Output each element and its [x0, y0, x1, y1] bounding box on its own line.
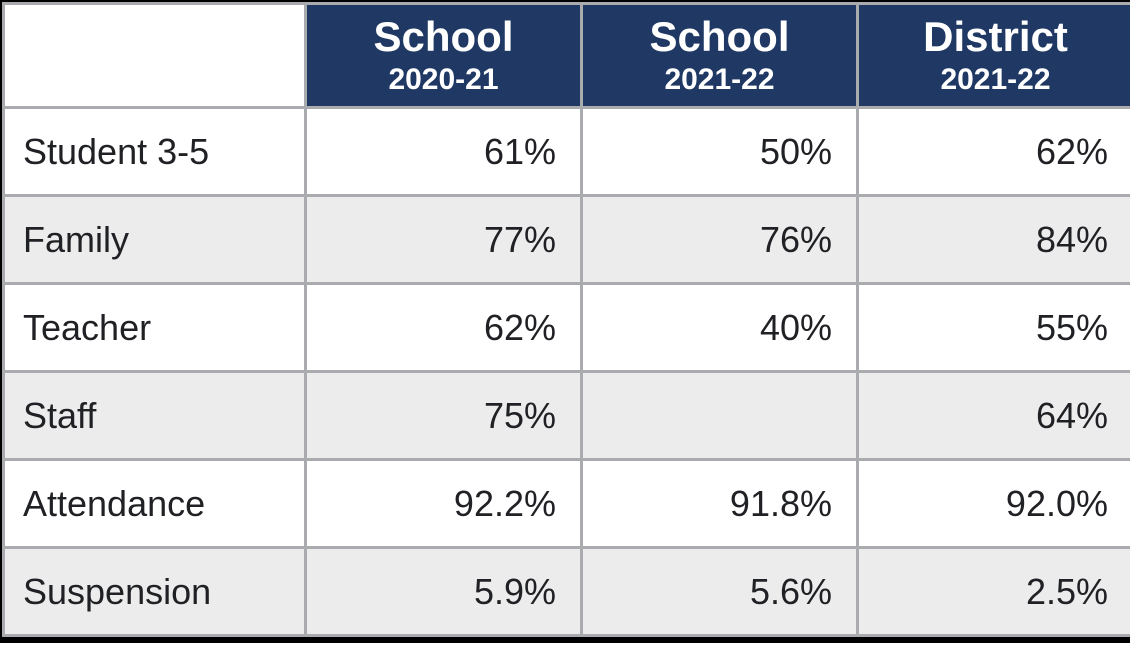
data-table: School 2020-21 School 2021-22 District 2…: [2, 2, 1130, 637]
header-col-3-sub: 2021-22: [859, 63, 1130, 97]
row-value: 61%: [306, 108, 582, 196]
row-value: 2.5%: [858, 548, 1130, 636]
row-value: 62%: [306, 284, 582, 372]
row-value: 64%: [858, 372, 1130, 460]
header-col-3: District 2021-22: [858, 4, 1130, 108]
row-value: [582, 372, 858, 460]
row-value: 92.2%: [306, 460, 582, 548]
header-blank-cell: [4, 4, 306, 108]
header-col-2-top: School: [583, 14, 856, 60]
table-header-row: School 2020-21 School 2021-22 District 2…: [4, 4, 1130, 108]
header-col-1: School 2020-21: [306, 4, 582, 108]
table-row: Suspension 5.9% 5.6% 2.5%: [4, 548, 1130, 636]
row-value: 77%: [306, 196, 582, 284]
row-label: Student 3-5: [4, 108, 306, 196]
row-value: 84%: [858, 196, 1130, 284]
row-value: 40%: [582, 284, 858, 372]
table-row: Student 3-5 61% 50% 62%: [4, 108, 1130, 196]
row-label: Suspension: [4, 548, 306, 636]
row-label: Teacher: [4, 284, 306, 372]
header-col-2: School 2021-22: [582, 4, 858, 108]
row-value: 76%: [582, 196, 858, 284]
row-value: 92.0%: [858, 460, 1130, 548]
header-col-1-sub: 2020-21: [307, 63, 580, 97]
table-row: Teacher 62% 40% 55%: [4, 284, 1130, 372]
header-col-2-sub: 2021-22: [583, 63, 856, 97]
table-row: Attendance 92.2% 91.8% 92.0%: [4, 460, 1130, 548]
row-label: Staff: [4, 372, 306, 460]
row-value: 62%: [858, 108, 1130, 196]
table-row: Family 77% 76% 84%: [4, 196, 1130, 284]
data-table-container: School 2020-21 School 2021-22 District 2…: [0, 0, 1130, 643]
row-value: 50%: [582, 108, 858, 196]
row-value: 55%: [858, 284, 1130, 372]
header-col-3-top: District: [859, 14, 1130, 60]
row-label: Attendance: [4, 460, 306, 548]
row-label: Family: [4, 196, 306, 284]
header-col-1-top: School: [307, 14, 580, 60]
row-value: 5.6%: [582, 548, 858, 636]
row-value: 5.9%: [306, 548, 582, 636]
table-row: Staff 75% 64%: [4, 372, 1130, 460]
row-value: 91.8%: [582, 460, 858, 548]
row-value: 75%: [306, 372, 582, 460]
